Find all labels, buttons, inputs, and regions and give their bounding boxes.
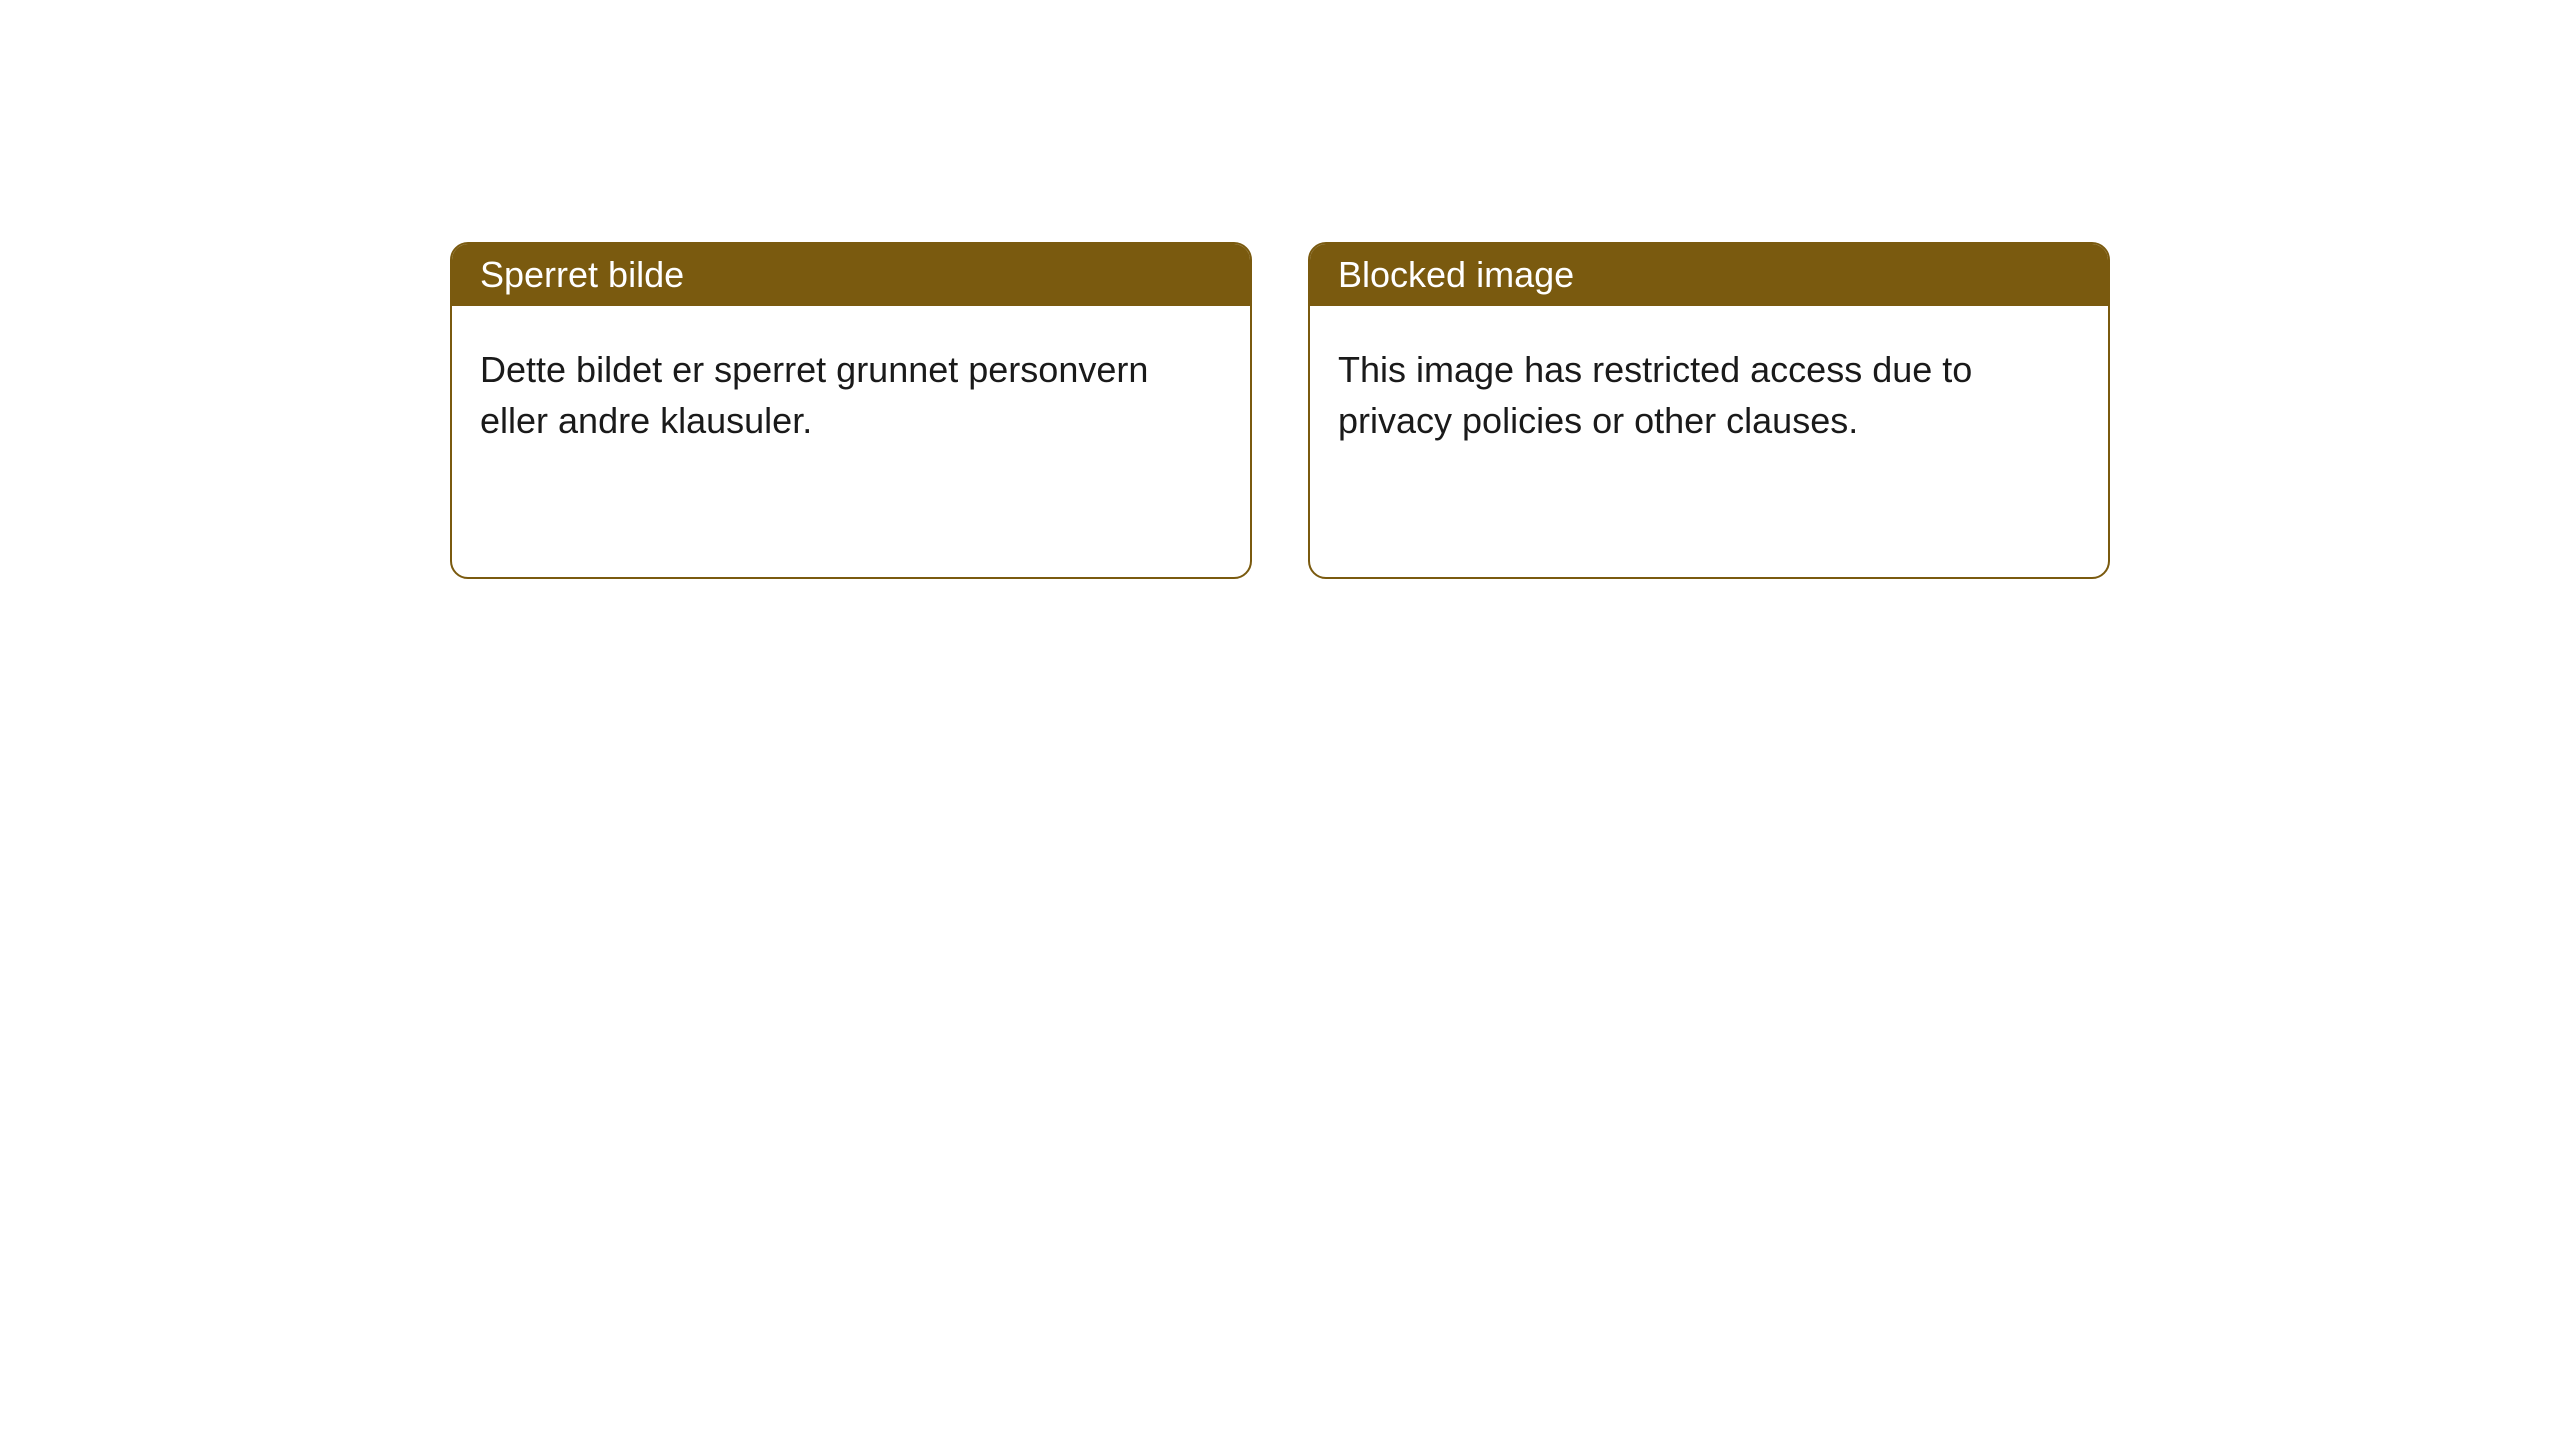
notice-card-en: Blocked image This image has restricted … — [1308, 242, 2110, 579]
notice-body-no: Dette bildet er sperret grunnet personve… — [452, 306, 1250, 484]
notice-header-en: Blocked image — [1310, 244, 2108, 306]
notice-header-no: Sperret bilde — [452, 244, 1250, 306]
notice-body-en: This image has restricted access due to … — [1310, 306, 2108, 484]
notice-container: Sperret bilde Dette bildet er sperret gr… — [0, 0, 2560, 579]
notice-title-en: Blocked image — [1338, 254, 1574, 296]
notice-body-text-no: Dette bildet er sperret grunnet personve… — [480, 349, 1148, 441]
notice-title-no: Sperret bilde — [480, 254, 684, 296]
notice-body-text-en: This image has restricted access due to … — [1338, 349, 1972, 441]
notice-card-no: Sperret bilde Dette bildet er sperret gr… — [450, 242, 1252, 579]
